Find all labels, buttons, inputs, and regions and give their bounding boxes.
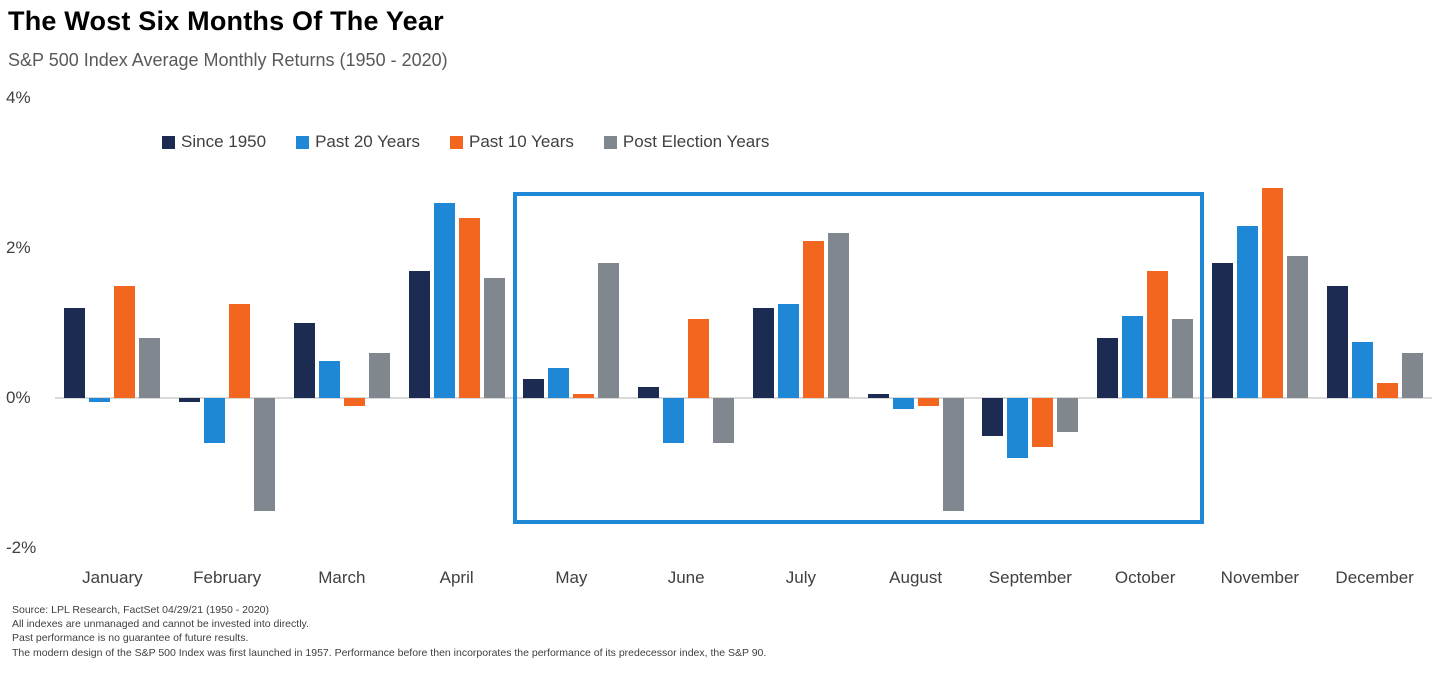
footnote-line: The modern design of the S&P 500 Index w… [12,646,767,659]
bar-post-election-years-june [713,398,735,443]
bar-past-10-years-october [1147,270,1169,398]
x-axis-label-may: May [555,568,588,587]
x-axis-label-march: March [318,568,366,587]
bar-past-10-years-july [802,240,824,398]
chart-legend: Since 1950 Past 20 Years Past 10 Years Post… [162,132,769,152]
bar-since-1950-september [982,398,1004,436]
bar-past-20-years-march [318,360,340,398]
bar-past-20-years-april [433,203,455,398]
bar-past-10-years-february [229,304,251,398]
bar-past-20-years-february [204,398,226,443]
bar-since-1950-march [293,323,315,398]
bar-past-20-years-september [1007,398,1029,458]
x-axis-label-february: February [193,568,262,587]
zero-axis-line [55,397,1432,399]
bar-post-election-years-december [1401,353,1423,398]
x-axis-label-april: April [439,568,474,587]
y-axis-tick-label: 2% [6,238,31,257]
legend-label: Post Election Years [622,132,770,151]
legend-item-since-1950: Since 1950 [162,132,266,152]
bar-post-election-years-april [483,278,505,398]
x-axis-label-january: January [82,568,143,587]
bar-past-20-years-august [892,398,914,410]
legend-item-post-election-years: Post Election Years [603,132,770,152]
footnotes: Source: LPL Research, FactSet 04/29/21 (… [12,603,766,660]
x-axis-label-december: December [1335,568,1414,587]
legend-label: Past 10 Years [469,132,574,151]
bar-past-10-years-november [1261,188,1283,398]
bar-post-election-years-march [368,353,390,398]
legend-item-past-10-years: Past 10 Years [450,132,574,152]
x-axis-label-september: September [988,568,1072,587]
footnote-line: Past performance is no guarantee of futu… [12,632,249,645]
legend-swatch-icon [162,135,175,149]
x-axis-label-june: June [667,568,705,587]
bar-since-1950-february [179,398,201,402]
footnote-line: Source: LPL Research, FactSet 04/29/21 (… [12,604,270,616]
y-axis-tick-label: 4% [6,88,31,107]
bar-since-1950-november [1211,263,1233,398]
bar-post-election-years-november [1286,255,1308,398]
x-axis-label-july: July [785,568,816,587]
bar-post-election-years-september [1057,398,1079,432]
bar-past-20-years-january [89,398,111,402]
bar-since-1950-august [867,394,889,398]
legend-label: Since 1950 [181,132,267,151]
bar-past-20-years-may [548,368,570,398]
bar-past-10-years-august [917,398,939,406]
bar-since-1950-june [638,386,660,398]
bar-since-1950-july [752,308,774,398]
y-axis-tick-label: -2% [6,538,37,557]
x-axis-label-october: October [1114,568,1176,587]
bar-past-20-years-december [1351,341,1373,398]
legend-label: Past 20 Years [315,132,420,151]
legend-swatch-icon [296,135,310,149]
bar-past-20-years-june [663,398,685,443]
legend-swatch-icon [450,135,463,149]
bar-past-20-years-november [1236,225,1258,398]
bar-since-1950-october [1097,338,1119,398]
bar-since-1950-january [64,308,86,398]
bar-past-10-years-september [1032,398,1054,447]
y-axis-tick-label: 0% [6,388,31,407]
bar-past-10-years-december [1376,383,1398,398]
x-axis-label-august: August [889,568,943,587]
bar-past-20-years-october [1122,315,1144,398]
bar-since-1950-april [408,270,430,398]
chart-title: The Wost Six Months Of The Year [8,6,444,36]
legend-item-past-20-years: Past 20 Years [296,132,420,152]
legend-swatch-icon [603,135,617,149]
bar-post-election-years-october [1172,319,1194,398]
bar-post-election-years-january [139,338,161,398]
chart-subtitle: S&P 500 Index Average Monthly Returns (1… [8,50,448,70]
bar-post-election-years-july [827,233,849,398]
bar-post-election-years-may [598,263,620,398]
bar-past-10-years-april [458,218,480,398]
bar-past-10-years-may [573,394,595,398]
bar-past-20-years-july [777,304,799,398]
bar-past-10-years-march [343,398,365,406]
bar-post-election-years-february [254,398,276,511]
bar-past-10-years-january [114,285,136,398]
bar-past-10-years-june [688,319,710,398]
bar-since-1950-may [523,379,545,398]
bar-since-1950-december [1326,285,1348,398]
x-axis-label-november: November [1220,568,1300,587]
footnote-line: All indexes are unmanaged and cannot be … [12,618,309,631]
bar-post-election-years-august [942,398,964,511]
